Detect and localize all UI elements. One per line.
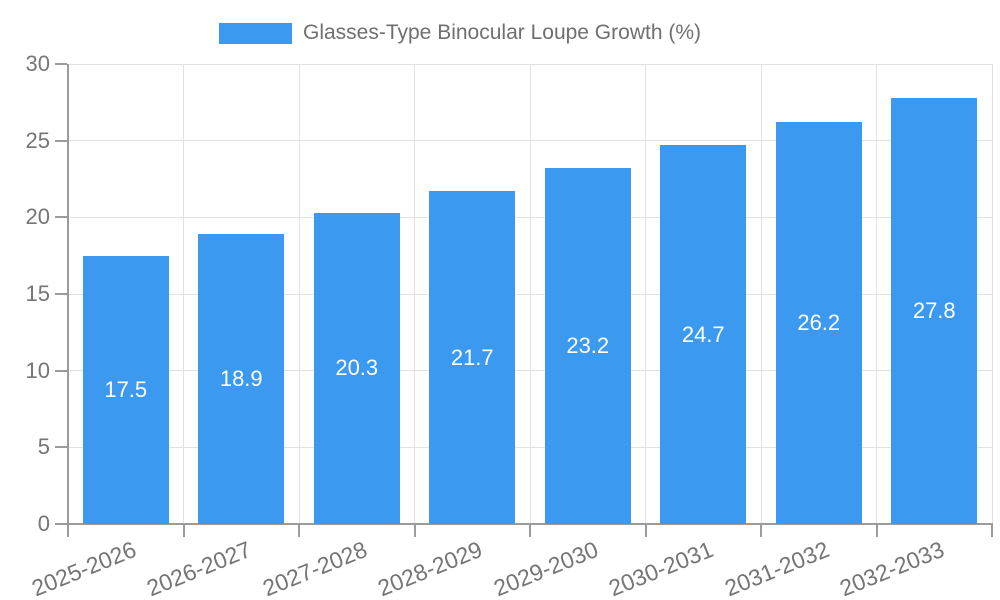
gridline-vertical: [876, 64, 877, 524]
x-axis-tick: [644, 525, 647, 537]
gridline-vertical: [529, 64, 531, 524]
gridline-vertical: [991, 64, 993, 524]
bar: 26.2: [775, 122, 862, 524]
x-axis-tick: [298, 525, 300, 537]
x-axis-tick: [529, 525, 531, 537]
x-tick-label: 2030-2031: [605, 536, 717, 600]
bar: 27.8: [891, 97, 978, 524]
x-axis-tick: [875, 525, 878, 537]
y-axis-tick: [55, 446, 67, 449]
gridline-vertical: [645, 64, 646, 524]
plot-area: 17.5 18.9 20.3 21.7 23.2 24.7 26.2 27.8: [55, 63, 993, 537]
bar: 21.7: [429, 191, 516, 524]
y-axis-tick: [55, 139, 67, 142]
bar: 24.7: [660, 145, 747, 524]
bar-value-label: 23.2: [566, 333, 610, 359]
y-axis-tick: [55, 63, 67, 65]
bar-value-label: 26.2: [797, 310, 841, 336]
gridline-vertical: [414, 64, 415, 524]
x-axis-tick: [413, 525, 416, 537]
legend-swatch[interactable]: [218, 22, 292, 44]
y-tick-label: 5: [37, 434, 50, 460]
x-tick-label: 2027-2028: [258, 536, 371, 600]
y-axis-tick: [55, 216, 67, 219]
y-tick-label: 0: [37, 511, 50, 536]
bar: 23.2: [544, 168, 631, 524]
x-axis-line: [67, 523, 993, 525]
x-axis-tick: [67, 525, 69, 537]
bar-value-label: 24.7: [681, 321, 725, 347]
bar-value-label: 21.7: [450, 344, 494, 370]
x-axis-tick: [182, 525, 185, 537]
bar-value-label: 20.3: [335, 355, 379, 381]
bar: 18.9: [198, 234, 285, 524]
y-tick-label: 30: [25, 51, 50, 76]
y-axis-line: [67, 64, 69, 524]
y-tick-label: 25: [25, 127, 50, 153]
bar-value-label: 27.8: [912, 297, 956, 323]
bar-value-label: 17.5: [104, 376, 148, 402]
gridline-vertical: [760, 64, 762, 524]
gridline-vertical: [298, 64, 300, 524]
bar: 20.3: [313, 212, 400, 524]
x-tick-label: 2029-2030: [489, 536, 602, 600]
x-tick-label: 2031-2032: [720, 536, 833, 600]
x-axis-tick: [760, 525, 762, 537]
x-tick-label: 2026-2027: [143, 536, 255, 600]
bar: 17.5: [82, 255, 169, 524]
legend[interactable]: Glasses-Type Binocular Loupe Growth (%): [0, 20, 920, 46]
y-axis-tick: [55, 523, 67, 525]
x-axis-tick: [991, 525, 993, 537]
y-tick-label: 10: [25, 357, 50, 383]
gridline-vertical: [183, 64, 184, 524]
y-tick-label: 15: [25, 281, 50, 306]
x-tick-label: 2028-2029: [374, 536, 486, 600]
y-axis-tick: [55, 369, 67, 372]
bar-value-label: 18.9: [219, 366, 263, 392]
x-tick-label: 2032-2033: [836, 536, 948, 600]
y-tick-label: 20: [25, 204, 50, 230]
x-tick-label: 2025-2026: [27, 536, 140, 600]
y-axis-tick: [55, 293, 67, 295]
legend-label[interactable]: Glasses-Type Binocular Loupe Growth (%): [302, 21, 701, 44]
